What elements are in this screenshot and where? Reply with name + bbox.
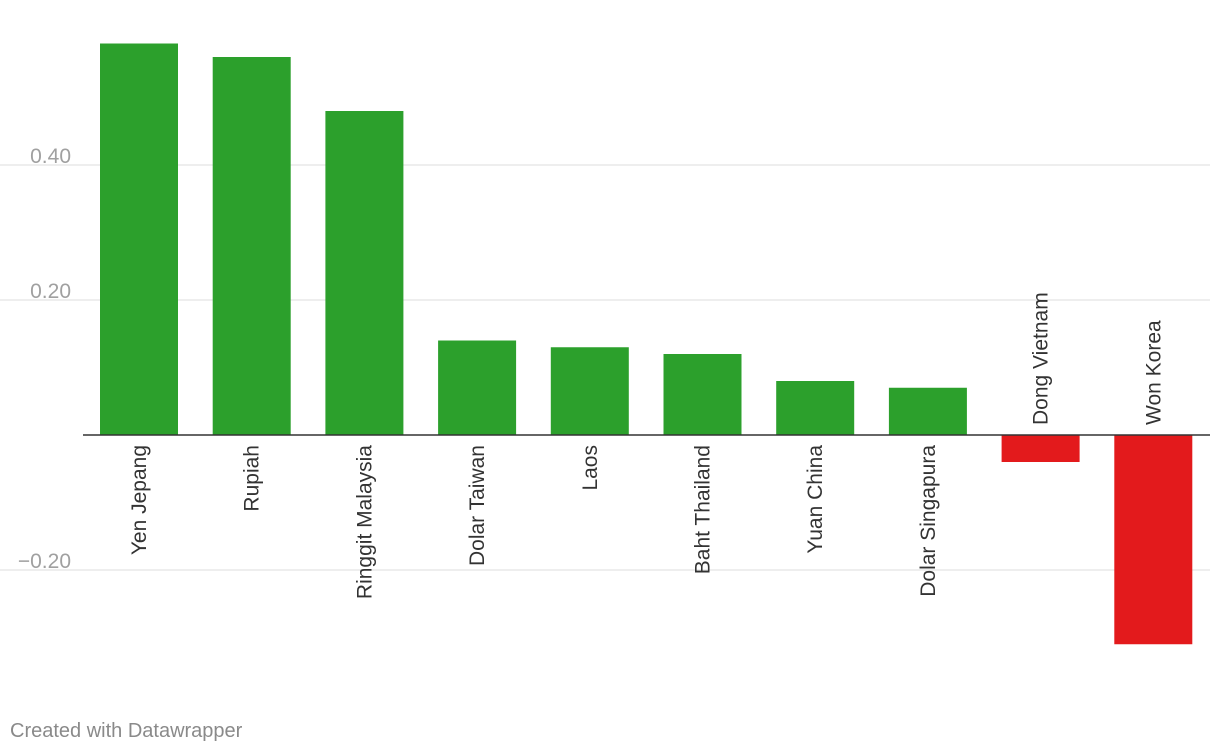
category-label: Baht Thailand bbox=[692, 445, 715, 574]
bar bbox=[212, 57, 291, 435]
bar bbox=[888, 387, 967, 435]
category-label: Dolar Taiwan bbox=[466, 445, 489, 566]
bar bbox=[100, 43, 178, 435]
bar bbox=[663, 354, 742, 435]
footer-credit: Created with Datawrapper bbox=[10, 720, 243, 742]
gridlines: −0.20 0.20 0.40 bbox=[0, 145, 1210, 573]
bar bbox=[550, 347, 629, 435]
bar bbox=[438, 340, 517, 435]
bar bbox=[325, 111, 404, 435]
bar-chart: −0.20 0.20 0.40 Yen Jepang Rupiah Ringgit Ma… bbox=[0, 43, 1210, 645]
bar bbox=[776, 381, 855, 435]
category-labels: Yen Jepang Rupiah Ringgit Malaysia Dolar Ta… bbox=[128, 292, 1165, 599]
category-label: Rupiah bbox=[241, 445, 264, 512]
bar bbox=[1114, 435, 1193, 645]
category-label: Dolar Singapura bbox=[917, 445, 940, 597]
category-label: Won Korea bbox=[1142, 320, 1165, 425]
category-label: Ringgit Malaysia bbox=[353, 445, 376, 599]
y-tick-label: −0.20 bbox=[18, 550, 71, 573]
category-label: Yuan China bbox=[804, 445, 827, 554]
bar bbox=[1001, 435, 1080, 462]
category-label: Yen Jepang bbox=[128, 445, 151, 555]
bars bbox=[100, 43, 1193, 645]
y-tick-label: 0.20 bbox=[30, 280, 71, 303]
category-label: Dong Vietnam bbox=[1030, 292, 1053, 425]
category-label: Laos bbox=[579, 445, 602, 491]
y-tick-label: 0.40 bbox=[30, 145, 71, 168]
